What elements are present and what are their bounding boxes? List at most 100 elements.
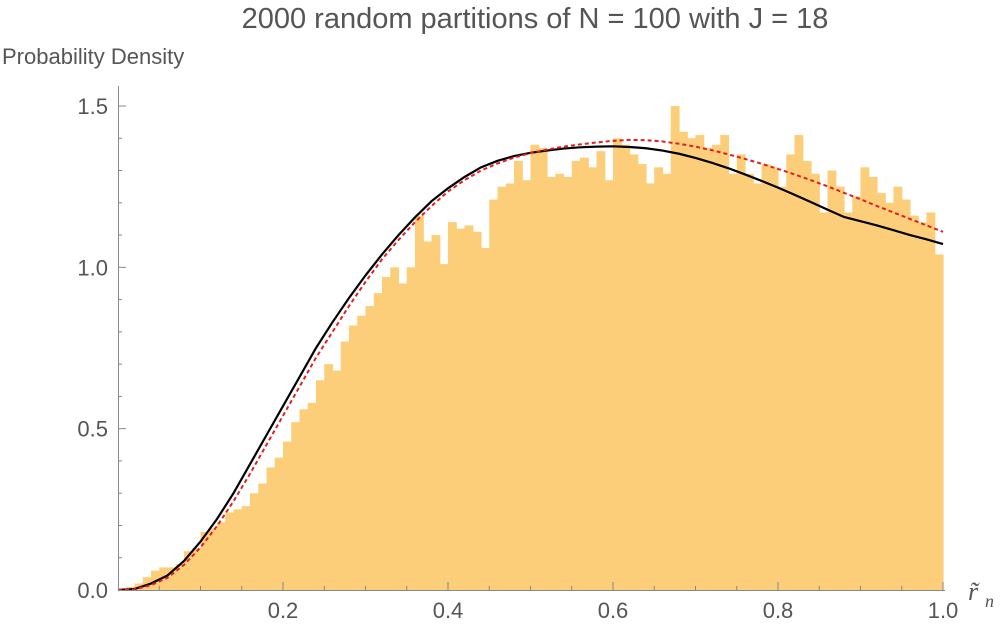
histogram-bar (877, 193, 886, 590)
histogram-bar (695, 135, 705, 591)
y-tick-label: 1.0 (77, 255, 108, 280)
histogram-bar (514, 160, 523, 590)
y-tick-label: 0.0 (77, 578, 108, 603)
histogram-bar (761, 164, 771, 590)
x-axis-ticks: 0.2 0.4 0.6 0.8 1.0 (158, 582, 959, 623)
histogram-bar (835, 186, 845, 590)
histogram-bar (679, 131, 688, 590)
histogram-bar (926, 212, 936, 591)
histogram-bar (637, 164, 647, 590)
density-curves (117, 138, 944, 592)
y-axis-label: Probability Density (2, 44, 184, 69)
histogram-bar (613, 138, 622, 590)
histogram-bar (423, 241, 433, 590)
histogram-bar (538, 147, 548, 591)
histogram-bar (481, 247, 490, 590)
histogram-bar (571, 160, 581, 590)
histogram-bar (448, 222, 457, 590)
histogram-bar (687, 138, 697, 590)
histogram-bar (175, 564, 185, 590)
histogram-bar (208, 528, 218, 590)
histogram-bar (159, 567, 169, 590)
y-axis-ticks: 0.0 0.5 1.0 1.5 (77, 94, 126, 603)
histogram-bar (489, 199, 499, 590)
histogram-bar (431, 235, 441, 591)
histogram-bar (860, 167, 870, 590)
histogram-bar (357, 315, 367, 590)
dashed-density-curve (117, 138, 944, 591)
histogram-bar (225, 512, 235, 590)
histogram-bar (439, 264, 449, 590)
histogram-bar (720, 135, 730, 591)
histogram-bar (654, 167, 664, 590)
histogram-bar (786, 154, 796, 590)
x-tick-label: 0.4 (433, 598, 464, 623)
histogram-bar (266, 467, 276, 590)
histogram-bar (373, 293, 383, 590)
x-axis-label-subscript: n (985, 591, 994, 611)
histogram-bar (596, 151, 606, 590)
chart-title: 2000 random partitions of N = 100 with J… (242, 3, 829, 35)
histogram-bar (819, 212, 829, 591)
histogram-bars (118, 106, 944, 591)
histogram-bar (621, 144, 631, 590)
histogram-bar (918, 222, 928, 590)
histogram-bar (547, 176, 556, 590)
histogram-bar (844, 212, 853, 591)
histogram-bar (662, 173, 672, 590)
histogram-bar (324, 364, 334, 590)
histogram-bar (563, 176, 573, 590)
histogram-bar (794, 135, 804, 591)
histogram-bar (349, 325, 358, 590)
histogram-bar (910, 215, 919, 590)
histogram-bar (258, 483, 268, 590)
histogram-bar (588, 167, 598, 590)
histogram-bar (184, 551, 193, 590)
y-tick-label: 0.5 (77, 417, 108, 442)
x-axis-label-main: r̃ (968, 577, 980, 606)
histogram-bar (217, 522, 226, 590)
histogram-bar (283, 441, 292, 590)
histogram-bar (778, 186, 787, 590)
histogram-bar (406, 267, 416, 590)
histogram-bar (712, 144, 721, 590)
histogram-bar (728, 173, 738, 590)
histogram-bar (398, 283, 408, 590)
histogram-bar (250, 493, 259, 590)
y-tick-label: 1.5 (77, 94, 108, 119)
histogram-bar (893, 186, 903, 590)
x-tick-label: 0.6 (598, 598, 629, 623)
x-tick-label: 1.0 (928, 598, 959, 623)
histogram-bar (753, 183, 763, 590)
histogram-bar (670, 106, 680, 590)
histogram-bar (167, 567, 177, 590)
histogram-bar (530, 144, 540, 590)
histogram-bar (390, 267, 400, 590)
histogram-bar (629, 154, 639, 590)
histogram-bar (464, 225, 474, 591)
histogram-bar (299, 409, 309, 590)
histogram-bar (852, 196, 862, 590)
histogram-bar (646, 183, 655, 590)
histogram-bar (811, 173, 820, 590)
histogram-bar (472, 231, 482, 590)
histogram-bar (332, 370, 342, 590)
histogram-bar (274, 457, 284, 590)
histogram-bar (200, 531, 210, 590)
histogram-bar (802, 160, 812, 590)
histogram-bar (901, 199, 911, 590)
histogram-bar (745, 173, 754, 590)
histogram-bar (580, 157, 589, 591)
histogram-bar (868, 176, 878, 590)
histogram-bar (703, 147, 713, 591)
histogram-bar (497, 186, 507, 590)
histogram-bar (505, 183, 515, 590)
histogram-bar (827, 170, 837, 591)
histogram-bar (382, 277, 391, 590)
histogram-bar (885, 202, 895, 591)
histogram-bar (307, 402, 317, 590)
histogram-bar (365, 306, 375, 590)
histogram-bar (340, 341, 350, 590)
histogram-bar (142, 577, 152, 590)
